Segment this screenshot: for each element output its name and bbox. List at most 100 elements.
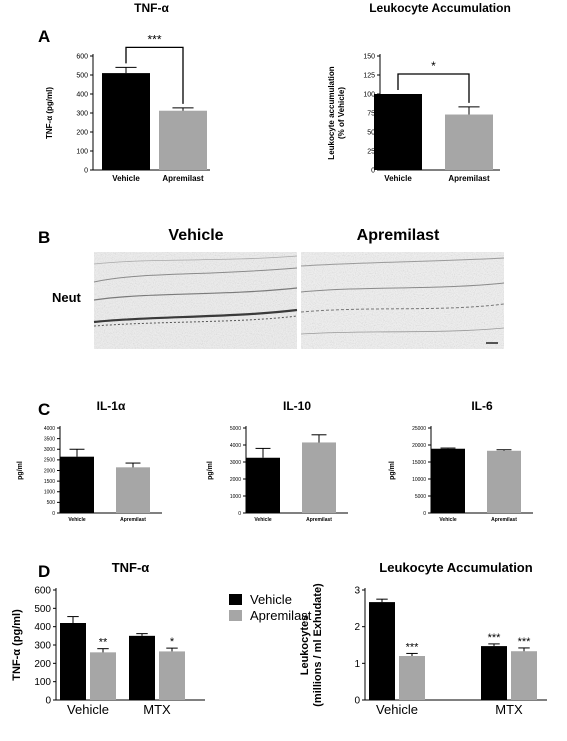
chart-c1: IL-1α 0 500 1000 1500 2000 2500 3000 3500 4000 pg/… [17, 399, 162, 523]
significance-label: * [170, 636, 175, 648]
bar-apremilast-mtx [511, 651, 537, 700]
x-tick-label: Vehicle [254, 517, 271, 523]
chart-c3: IL-6 0 5000 10000 15000 20000 25000 pg/ml Vehicl… [389, 399, 533, 523]
y-tick-label: 3000 [44, 447, 55, 453]
x-tick-label: Vehicle [439, 517, 456, 523]
bar-vehicle [60, 456, 94, 513]
y-tick-label: 4000 [44, 426, 55, 432]
y-tick-label: 500 [76, 72, 88, 79]
x-tick-label: Vehicle [376, 702, 418, 717]
bar-apremilast-vehicle [399, 656, 425, 700]
y-tick-label: 100 [34, 677, 51, 688]
y-axis-label: Leukocyte accumulation [327, 66, 336, 159]
y-tick-label: 400 [34, 622, 51, 633]
bar-vehicle [374, 94, 422, 170]
panel-letter-b: B [38, 228, 50, 247]
significance-label: *** [488, 632, 502, 644]
chart-title: Leukocyte Accumulation [369, 1, 511, 15]
y-tick-label: 5000 [230, 426, 241, 432]
bar-vehicle-vehicle [60, 623, 86, 700]
significance-label: * [431, 59, 436, 73]
chart-title: IL-6 [471, 399, 493, 413]
y-tick-label: 400 [76, 91, 88, 98]
bar-apremilast [159, 110, 207, 170]
y-tick-label: 100 [363, 91, 375, 98]
y-tick-label: 300 [76, 110, 88, 117]
y-tick-label: 3 [354, 586, 360, 597]
significance-label: *** [518, 636, 532, 648]
y-tick-label: 1 [354, 659, 360, 670]
panel-letter-c: C [38, 400, 50, 419]
panel-letter-d: D [38, 562, 50, 581]
chart-a2: Leukocyte Accumulation 0 25 50 75 100 125 150 Le… [327, 1, 511, 183]
y-tick-label: 125 [363, 72, 375, 79]
legend: Vehicle Apremilast [229, 592, 312, 623]
bar-vehicle-mtx [129, 635, 155, 700]
chart-title: Leukocyte Accumulation [379, 560, 532, 575]
x-tick-label: Apremilast [120, 517, 146, 523]
panel-b: Vehicle Apremilast Neut [52, 227, 505, 349]
legend-swatch-vehicle [229, 594, 242, 605]
y-tick-label: 75 [367, 110, 375, 117]
y-tick-label: 15000 [412, 460, 426, 466]
bar-apremilast [445, 114, 493, 170]
chart-a1: TNF-α 0 100 200 300 400 500 600 TNF-α (pg/ml) Veh… [45, 1, 210, 183]
micrograph-col-label-apremilast: Apremilast [357, 227, 440, 244]
y-tick-label: 1000 [44, 490, 55, 496]
bar-vehicle-vehicle [369, 602, 395, 700]
y-tick-label: 3500 [44, 436, 55, 442]
micrograph-col-label-vehicle: Vehicle [168, 227, 223, 244]
y-axis-label: pg/ml [207, 461, 214, 480]
legend-label-apremilast: Apremilast [250, 608, 312, 623]
x-tick-label: MTX [495, 702, 523, 717]
bar-apremilast [116, 467, 150, 513]
x-tick-label: MTX [143, 702, 171, 717]
panel-letter-a: A [38, 27, 50, 46]
x-tick-label: Apremilast [491, 517, 517, 523]
y-tick-label: 5000 [415, 494, 426, 500]
y-tick-label: 600 [76, 53, 88, 60]
y-tick-label: 300 [34, 641, 51, 652]
significance-bracket [125, 46, 184, 104]
legend-label-vehicle: Vehicle [250, 592, 292, 607]
y-tick-label: 20000 [412, 443, 426, 449]
y-tick-label: 150 [363, 53, 375, 60]
bar-vehicle [102, 73, 150, 170]
bar-apremilast-vehicle [90, 652, 116, 700]
y-tick-label: 25 [367, 148, 375, 155]
micrograph-apremilast [300, 252, 505, 349]
y-tick-label: 0 [52, 511, 55, 517]
y-tick-label: 200 [76, 129, 88, 136]
y-axis-label: (% of Vehicle) [337, 87, 346, 139]
y-tick-label: 0 [45, 696, 51, 707]
chart-title: TNF-α [112, 560, 150, 575]
y-tick-label: 2 [354, 622, 360, 633]
micrograph-row-label: Neut [52, 290, 82, 305]
x-tick-label: Apremilast [162, 174, 204, 183]
chart-d2: Leukocyte Accumulation 0 1 2 3 Leukocytes (mil… [299, 560, 547, 717]
y-tick-label: 0 [354, 696, 360, 707]
y-axis-label: pg/ml [389, 461, 396, 480]
y-tick-label: 1000 [230, 494, 241, 500]
y-tick-label: 0 [371, 167, 375, 174]
y-tick-label: 2000 [44, 468, 55, 474]
y-tick-label: 0 [238, 511, 241, 517]
bar-vehicle [431, 448, 465, 513]
y-tick-label: 4000 [230, 443, 241, 449]
y-tick-label: 600 [34, 586, 51, 597]
chart-title: IL-10 [283, 399, 311, 413]
legend-swatch-apremilast [229, 610, 242, 621]
y-tick-label: 500 [34, 604, 51, 615]
y-tick-label: 2000 [230, 477, 241, 483]
significance-label: ** [99, 637, 108, 649]
chart-title: IL-1α [97, 399, 126, 413]
x-tick-label: Vehicle [68, 517, 85, 523]
chart-c2: IL-10 0 1000 2000 3000 4000 5000 pg/ml Vehicle Ap… [207, 399, 348, 523]
y-axis-label: TNF-α (pg/ml) [11, 609, 23, 681]
y-tick-label: 100 [76, 148, 88, 155]
micrograph-vehicle [93, 252, 298, 349]
bar-apremilast [302, 442, 336, 513]
y-tick-label: 50 [367, 129, 375, 136]
